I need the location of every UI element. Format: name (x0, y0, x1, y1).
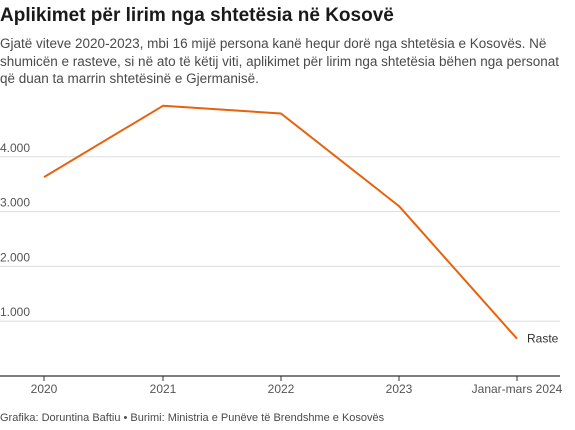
series-layer: Raste (43, 104, 559, 346)
x-tick-label: 2022 (268, 382, 295, 396)
series-label: Raste (527, 332, 559, 346)
chart-subtitle: Gjatë viteve 2020-2023, mbi 16 mijë pers… (0, 36, 560, 86)
y-tick-label: 1.000 (0, 305, 30, 319)
y-tick-label: 2.000 (0, 250, 30, 264)
x-tick-label: Janar-mars 2024 (472, 382, 563, 396)
x-tick-label: 2021 (150, 382, 177, 396)
chart-title: Aplikimet për lirim nga shtetësia në Kos… (0, 5, 394, 26)
x-tick-label: 2020 (31, 382, 58, 396)
x-tick-label: 2023 (386, 382, 413, 396)
y-tick-label: 4.000 (0, 141, 30, 155)
y-tick-label: 3.000 (0, 196, 30, 210)
y-tick-labels: 1.000 2.000 3.000 4.000 (0, 141, 30, 319)
x-axis: 2020 2021 2022 2023 Janar-mars 2024 (0, 375, 563, 396)
grid-lines (0, 156, 560, 322)
line-chart: 1.000 2.000 3.000 4.000 2020 2021 2022 2023 Jan… (0, 104, 563, 396)
source-footer: Grafika: Doruntina Baftiu • Burimi: Mini… (0, 412, 385, 424)
series-line-0 (43, 104, 518, 340)
